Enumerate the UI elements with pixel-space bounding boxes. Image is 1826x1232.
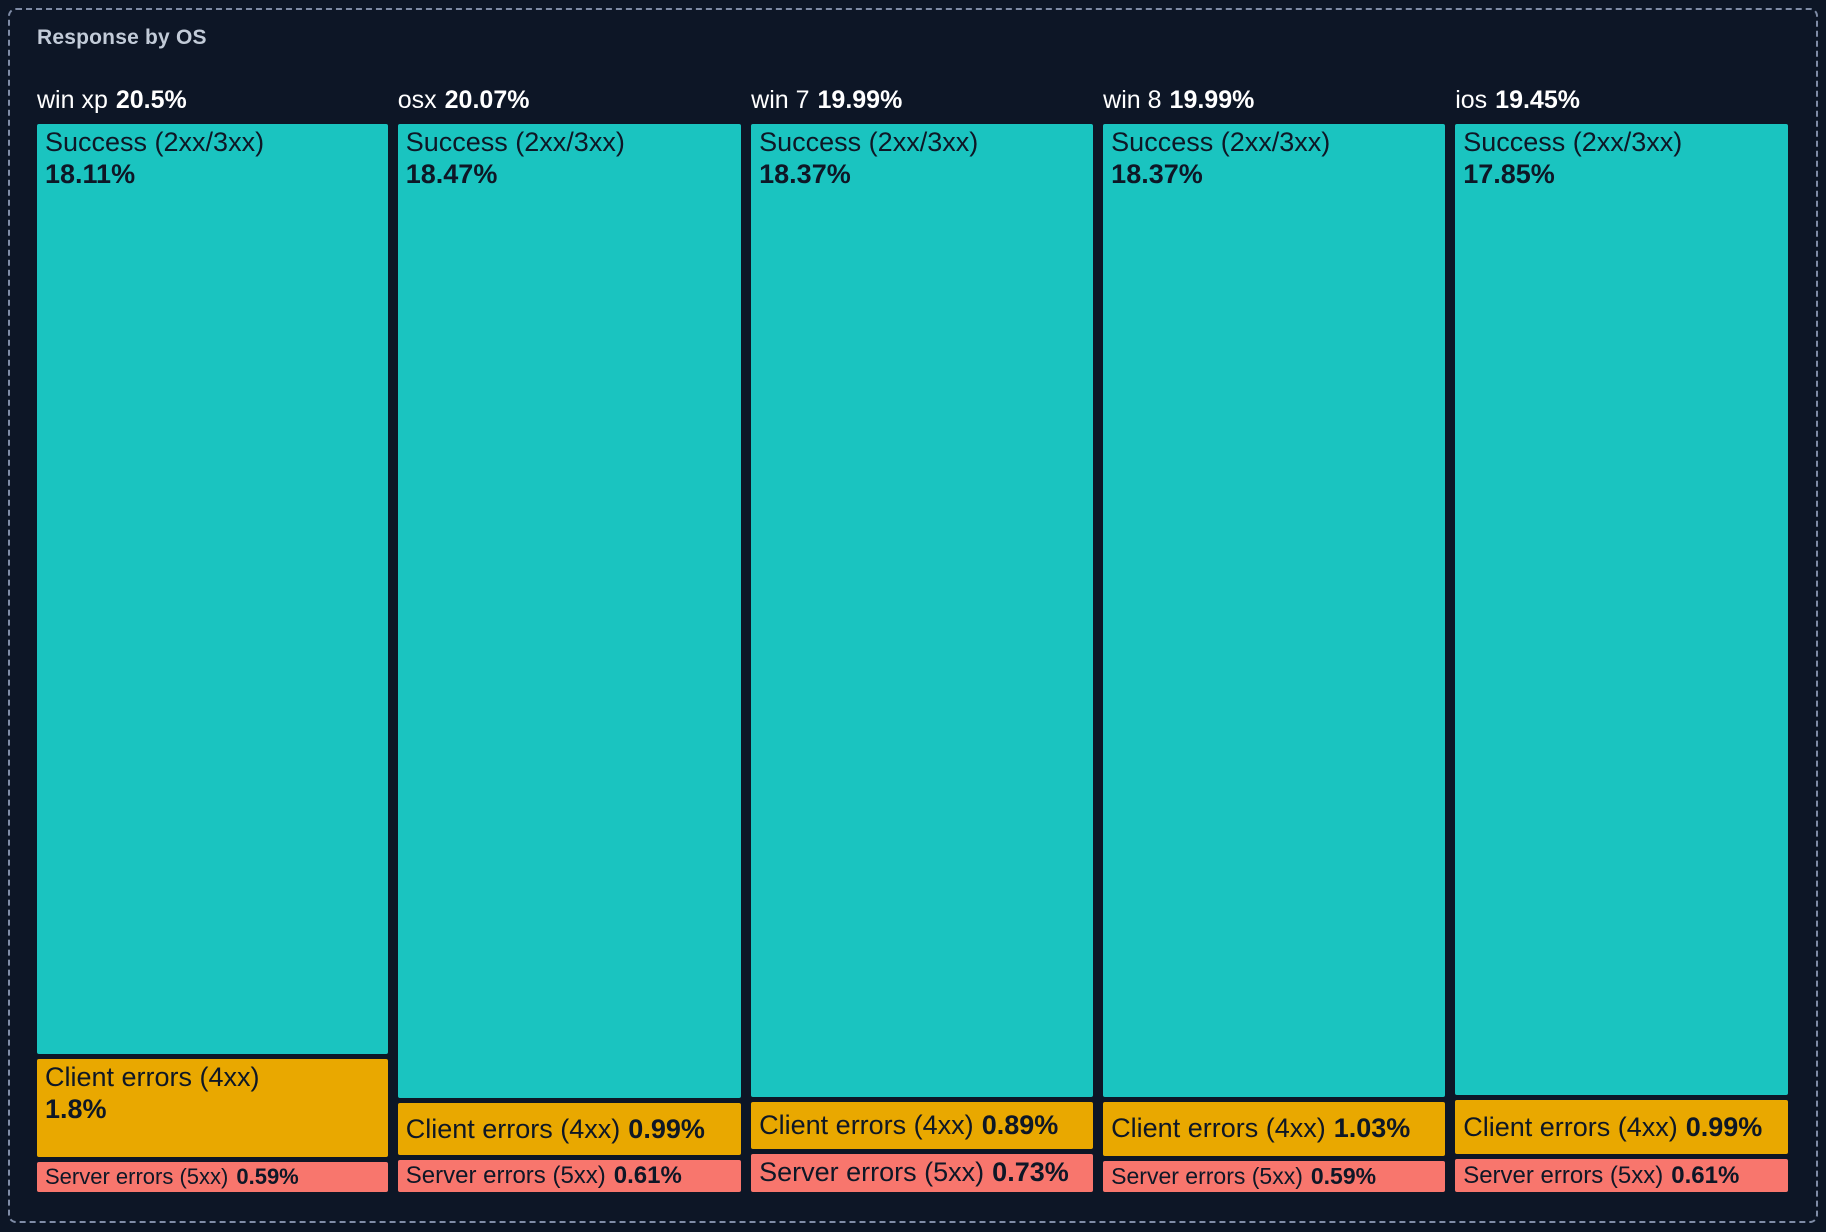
- segment-label: Client errors (4xx): [759, 1109, 974, 1140]
- segment-label: Server errors (5xx): [1463, 1161, 1664, 1189]
- column-header-osx[interactable]: osx 20.07%: [398, 70, 741, 114]
- treemap-segment-osx-server-errors[interactable]: Server errors (5xx) 0.61%: [397, 1160, 742, 1192]
- segment-value: 0.59%: [236, 1163, 299, 1189]
- segment-value: 0.73%: [992, 1157, 1069, 1188]
- segment-value: 0.89%: [981, 1109, 1059, 1140]
- segment-value: 18.11%: [45, 158, 136, 189]
- treemap-segment-ios-server-errors[interactable]: Server errors (5xx) 0.61%: [1455, 1159, 1788, 1192]
- column-total-value: 20.07%: [444, 85, 530, 114]
- segment-label: Client errors (4xx): [45, 1062, 260, 1093]
- panel-title: Response by OS: [37, 26, 207, 49]
- treemap-segment-win-xp-server-errors[interactable]: Server errors (5xx) 0.59%: [37, 1161, 388, 1192]
- treemap-segment-win-7-success[interactable]: Success (2xx/3xx) 18.37%: [751, 124, 1094, 1097]
- column-total-value: 19.45%: [1495, 85, 1580, 114]
- segment-label: Server errors (5xx): [405, 1162, 606, 1190]
- treemap-column-win-7: win 7 19.99% Success (2xx/3xx) 18.37% Client…: [751, 70, 1094, 1193]
- treemap-column-win-8: win 8 19.99% Success (2xx/3xx) 18.37% Client…: [1103, 70, 1446, 1192]
- segment-label: Success (2xx/3xx): [759, 127, 979, 157]
- treemap-column-osx: osx 20.07% Success (2xx/3xx) 18.47% Client e…: [397, 70, 742, 1192]
- column-segments: Success (2xx/3xx) 17.85% Client errors (4x…: [1455, 124, 1788, 1192]
- column-os-label: osx: [397, 85, 437, 114]
- segment-label: Server errors (5xx): [759, 1157, 985, 1188]
- segment-value: 18.37%: [759, 158, 851, 189]
- column-header-ios[interactable]: ios 19.45%: [1455, 70, 1788, 114]
- column-os-label: ios: [1455, 85, 1488, 114]
- segment-value: 18.37%: [1111, 158, 1203, 189]
- segment-value: 17.85%: [1463, 158, 1555, 189]
- column-segments: Success (2xx/3xx) 18.47% Client errors (4x…: [397, 124, 742, 1192]
- column-header-win-xp[interactable]: win xp 20.5%: [37, 70, 388, 114]
- treemap-segment-win-xp-success[interactable]: Success (2xx/3xx) 18.11%: [37, 124, 388, 1055]
- column-segments: Success (2xx/3xx) 18.37% Client errors (4x…: [1103, 124, 1446, 1192]
- column-os-label: win 8: [1103, 85, 1162, 114]
- segment-label: Server errors (5xx): [1111, 1162, 1303, 1189]
- segment-label: Success (2xx/3xx): [1111, 127, 1331, 157]
- segment-label: Success (2xx/3xx): [45, 127, 265, 157]
- column-segments: Success (2xx/3xx) 18.37% Client errors (4x…: [751, 124, 1094, 1193]
- segment-value: 1.8%: [45, 1093, 107, 1124]
- treemap-column-win-xp: win xp 20.5% Success (2xx/3xx) 18.11% Client…: [37, 70, 388, 1192]
- segment-value: 0.59%: [1310, 1162, 1377, 1189]
- segment-value: 1.03%: [1333, 1113, 1411, 1144]
- column-header-win-7[interactable]: win 7 19.99%: [751, 70, 1093, 114]
- treemap-segment-win-8-success[interactable]: Success (2xx/3xx) 18.37%: [1103, 124, 1446, 1097]
- segment-label: Client errors (4xx): [1111, 1113, 1326, 1144]
- segment-label: Client errors (4xx): [405, 1113, 621, 1144]
- treemap-segment-ios-success[interactable]: Success (2xx/3xx) 17.85%: [1455, 124, 1788, 1096]
- treemap-segment-win-7-server-errors[interactable]: Server errors (5xx) 0.73%: [751, 1153, 1094, 1193]
- column-segments: Success (2xx/3xx) 18.11% Client errors (4x…: [37, 124, 388, 1192]
- column-total-value: 19.99%: [817, 85, 903, 114]
- treemap-segment-ios-client-errors[interactable]: Client errors (4xx) 0.99%: [1455, 1100, 1788, 1154]
- column-os-label: win xp: [37, 85, 108, 114]
- segment-value: 0.61%: [613, 1162, 682, 1190]
- segment-value: 18.47%: [405, 158, 498, 189]
- treemap-segment-win-8-client-errors[interactable]: Client errors (4xx) 1.03%: [1103, 1101, 1446, 1156]
- segment-value: 0.99%: [1685, 1111, 1763, 1142]
- treemap-segment-win-7-client-errors[interactable]: Client errors (4xx) 0.89%: [751, 1101, 1094, 1149]
- treemap-segment-win-8-server-errors[interactable]: Server errors (5xx) 0.59%: [1103, 1160, 1446, 1192]
- treemap-column-ios: ios 19.45% Success (2xx/3xx) 17.85% Client e…: [1455, 70, 1788, 1192]
- column-header-win-8[interactable]: win 8 19.99%: [1103, 70, 1445, 114]
- column-os-label: win 7: [751, 85, 810, 114]
- treemap-segment-osx-client-errors[interactable]: Client errors (4xx) 0.99%: [397, 1103, 742, 1156]
- segment-label: Success (2xx/3xx): [405, 127, 625, 157]
- segment-label: Client errors (4xx): [1463, 1111, 1678, 1142]
- segment-value: 0.61%: [1671, 1161, 1740, 1189]
- segment-label: Server errors (5xx): [45, 1163, 229, 1189]
- treemap-segment-win-xp-client-errors[interactable]: Client errors (4xx) 1.8%: [37, 1059, 388, 1157]
- column-total-value: 20.5%: [115, 85, 187, 114]
- treemap-segment-osx-success[interactable]: Success (2xx/3xx) 18.47%: [397, 124, 742, 1099]
- segment-value: 0.99%: [628, 1113, 705, 1144]
- response-by-os-panel: Response by OS win xp 20.5% Success (2xx/3…: [8, 8, 1818, 1223]
- treemap: win xp 20.5% Success (2xx/3xx) 18.11% Client…: [37, 70, 1788, 1193]
- segment-label: Success (2xx/3xx): [1463, 127, 1683, 157]
- column-total-value: 19.99%: [1169, 85, 1255, 114]
